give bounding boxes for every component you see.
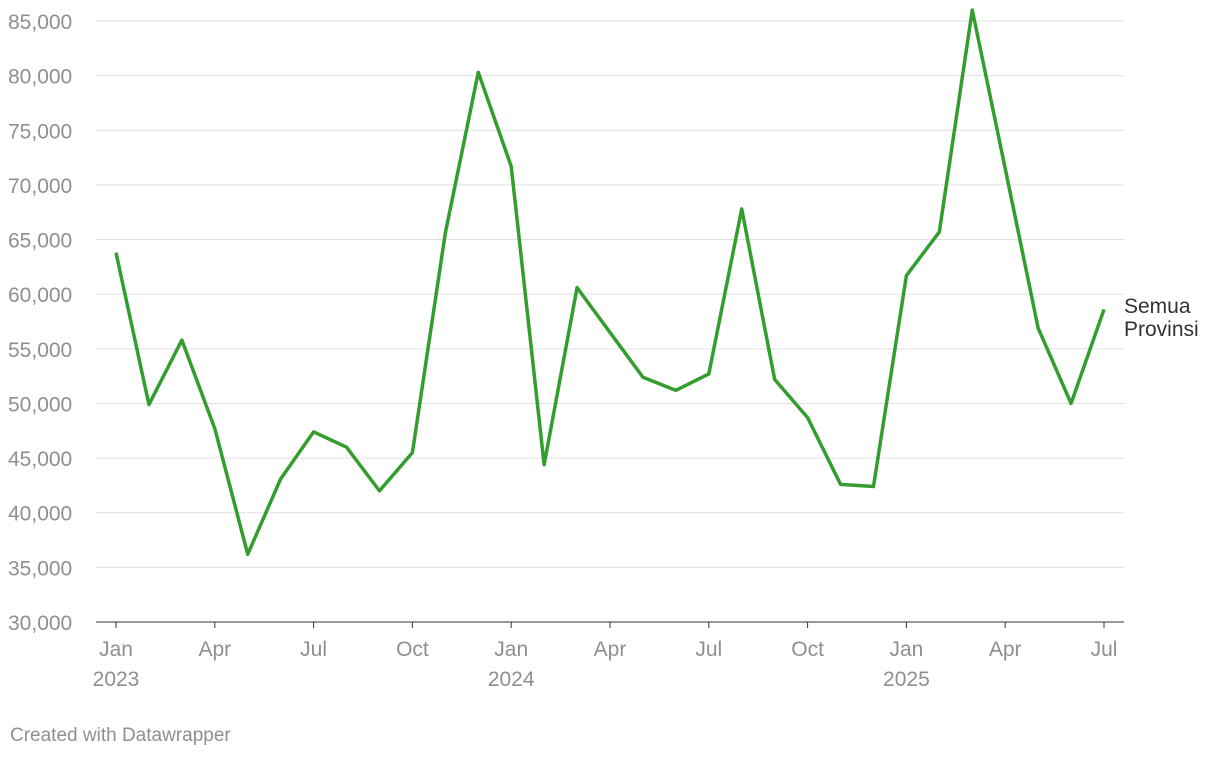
x-tick-label: Jul (695, 638, 722, 661)
x-tick-label: Apr (989, 638, 1022, 661)
credit: Created with Datawrapper (10, 725, 231, 746)
y-tick-label: 80,000 (8, 66, 72, 89)
y-tick-label: 40,000 (8, 503, 72, 526)
x-tick-label: Oct (396, 638, 429, 661)
y-tick-label: 35,000 (8, 557, 72, 580)
x-tick-label: Jan (494, 638, 528, 661)
y-tick-label: 55,000 (8, 339, 72, 362)
series-label: Semua Provinsi (1124, 295, 1199, 341)
line (114, 8, 1106, 557)
x-tick-label: Apr (594, 638, 627, 661)
x-tick-year: 2023 (93, 668, 140, 691)
y-tick-label: 50,000 (8, 393, 72, 416)
y-tick-label: 45,000 (8, 448, 72, 471)
y-tick-label: 85,000 (8, 11, 72, 34)
y-tick-label: 30,000 (8, 612, 72, 635)
y-tick-label: 75,000 (8, 120, 72, 143)
x-tick-label: Jul (1091, 638, 1118, 661)
x-tick-label: Apr (198, 638, 231, 661)
x-tick-label: Jan (889, 638, 923, 661)
y-tick-label: 65,000 (8, 230, 72, 253)
x-tick-year: 2025 (883, 668, 930, 691)
x-tick-label: Oct (791, 638, 824, 661)
y-tick-label: 60,000 (8, 284, 72, 307)
y-tick-label: 70,000 (8, 175, 72, 198)
x-tick-year: 2024 (488, 668, 535, 691)
x-tick-label: Jan (99, 638, 133, 661)
x-tick-label: Jul (300, 638, 327, 661)
